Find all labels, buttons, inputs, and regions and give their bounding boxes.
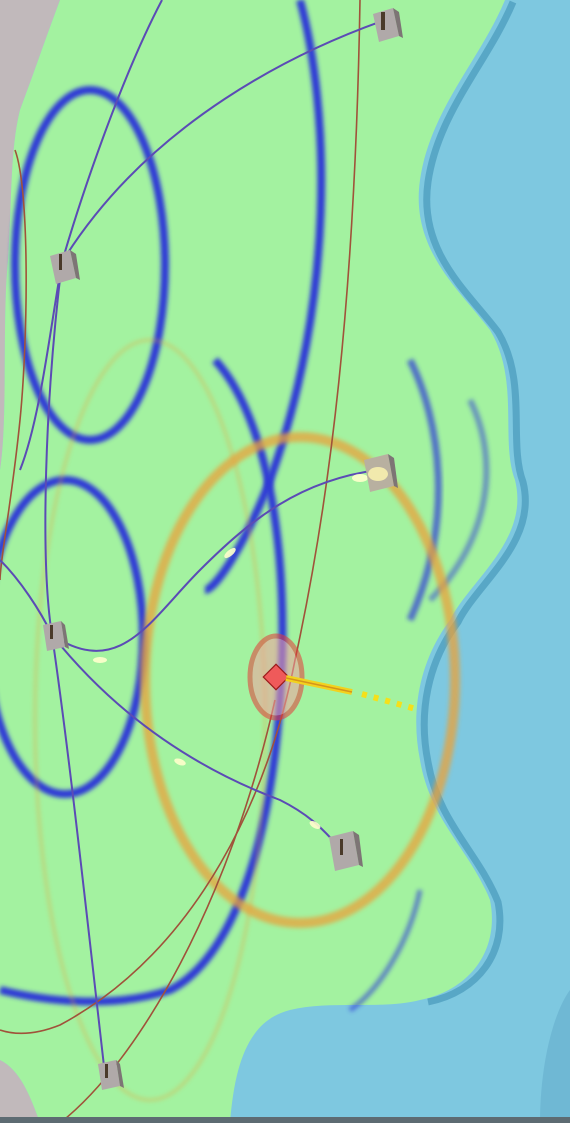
water-inlet <box>540 990 570 1123</box>
link-pulses <box>93 474 368 829</box>
coverage-circles-orange <box>33 338 460 1102</box>
beam-line <box>285 675 417 712</box>
sensor-station-icon[interactable] <box>373 8 403 42</box>
stations-layer <box>43 8 403 1090</box>
sensor-station-icon[interactable] <box>364 454 398 492</box>
shoreline-shadow <box>420 0 529 1006</box>
sensor-station-icon[interactable] <box>43 621 69 651</box>
sensor-station-icon[interactable] <box>98 1060 124 1090</box>
sensor-station-icon[interactable] <box>329 831 363 871</box>
target-diamond-icon[interactable] <box>262 663 290 691</box>
urban-area-bottom <box>0 1060 40 1123</box>
urban-area <box>0 0 60 470</box>
sensor-station-icon[interactable] <box>50 250 80 284</box>
link-lines-purple <box>0 0 386 1076</box>
land-area <box>0 0 518 1123</box>
bottom-edge-bar <box>0 1117 570 1123</box>
target-group[interactable] <box>247 633 417 721</box>
